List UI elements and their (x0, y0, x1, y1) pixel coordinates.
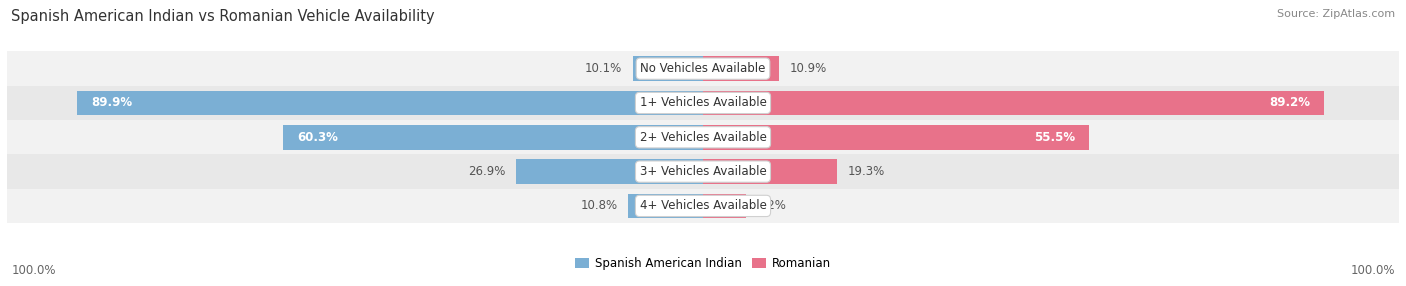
Bar (7, 86, 1399, 120)
Text: 26.9%: 26.9% (468, 165, 505, 178)
Bar (703, 159, 838, 184)
Bar (516, 159, 703, 184)
Text: 55.5%: 55.5% (1035, 131, 1076, 144)
Bar (284, 125, 703, 150)
Text: 100.0%: 100.0% (11, 265, 56, 277)
Bar (7, 51, 1399, 86)
Legend: Spanish American Indian, Romanian: Spanish American Indian, Romanian (572, 254, 834, 272)
Bar (703, 91, 1324, 115)
Text: 2+ Vehicles Available: 2+ Vehicles Available (640, 131, 766, 144)
Bar (7, 120, 1399, 154)
Bar (77, 91, 703, 115)
Text: 10.8%: 10.8% (581, 199, 617, 212)
Text: Source: ZipAtlas.com: Source: ZipAtlas.com (1277, 9, 1395, 19)
Bar (7, 154, 1399, 189)
Text: 89.2%: 89.2% (1268, 96, 1310, 110)
Text: Spanish American Indian vs Romanian Vehicle Availability: Spanish American Indian vs Romanian Vehi… (11, 9, 434, 23)
Text: 10.1%: 10.1% (585, 62, 623, 75)
Bar (703, 194, 747, 218)
Bar (628, 194, 703, 218)
Bar (703, 125, 1090, 150)
Bar (633, 56, 703, 81)
Text: No Vehicles Available: No Vehicles Available (640, 62, 766, 75)
Text: 89.9%: 89.9% (91, 96, 132, 110)
Bar (7, 189, 1399, 223)
Text: 1+ Vehicles Available: 1+ Vehicles Available (640, 96, 766, 110)
Text: 4+ Vehicles Available: 4+ Vehicles Available (640, 199, 766, 212)
Text: 10.9%: 10.9% (789, 62, 827, 75)
Text: 3+ Vehicles Available: 3+ Vehicles Available (640, 165, 766, 178)
Text: 100.0%: 100.0% (1350, 265, 1395, 277)
Text: 60.3%: 60.3% (297, 131, 337, 144)
Bar (703, 56, 779, 81)
Text: 19.3%: 19.3% (848, 165, 884, 178)
Text: 6.2%: 6.2% (756, 199, 786, 212)
